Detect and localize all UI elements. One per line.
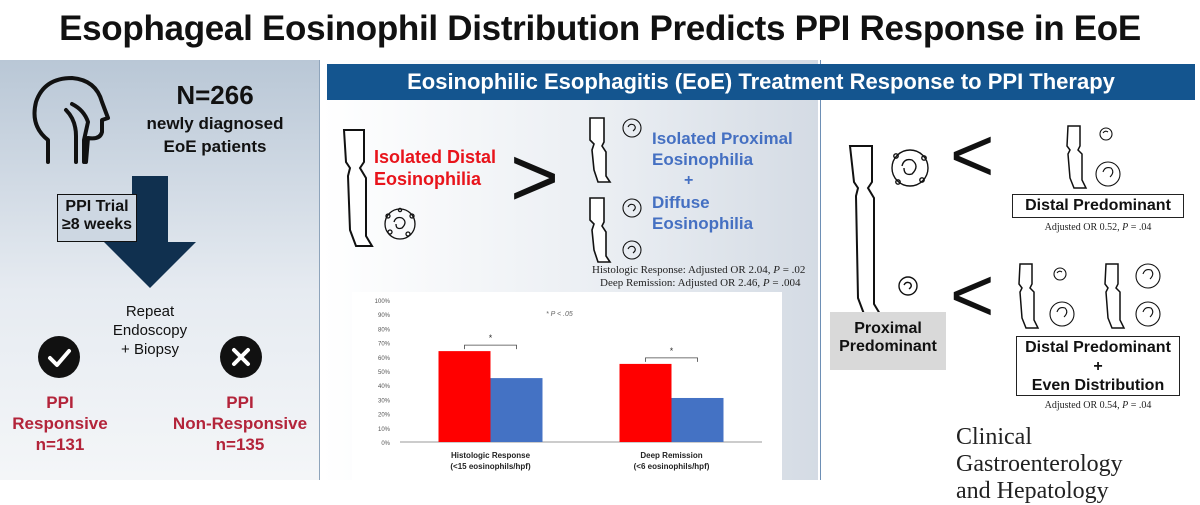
distal-line1: Isolated Distal bbox=[374, 147, 497, 167]
repeat-line1: Repeat bbox=[125, 303, 175, 320]
esophagus-even-icon bbox=[1104, 263, 1161, 329]
flow-down-arrow bbox=[104, 176, 196, 288]
combo-line1: Distal Predominant bbox=[1025, 339, 1171, 356]
bar bbox=[490, 378, 543, 442]
isolated-proximal-label: Isolated Proximal Eosinophilia bbox=[652, 128, 822, 170]
bar bbox=[619, 363, 672, 442]
responsive-line1: PPI bbox=[46, 393, 74, 412]
prox-line2: Eosinophilia bbox=[652, 150, 754, 169]
cohort-size: N=266 bbox=[176, 80, 254, 110]
or1-text: Adjusted OR 0.52, P = .04 bbox=[1044, 222, 1152, 233]
cohort-desc-line1: newly diagnosed bbox=[146, 114, 284, 133]
category-label: Deep Remission bbox=[640, 451, 702, 460]
nonresponsive-line1: PPI bbox=[226, 393, 254, 412]
diffuse-label: Diffuse Eosinophilia bbox=[652, 192, 822, 234]
proximal-predominant-box: Proximal Predominant bbox=[830, 312, 946, 370]
distal-predominant-box: Distal Predominant bbox=[1012, 194, 1184, 218]
greater-than-symbol: > bbox=[510, 130, 560, 224]
y-tick-label: 70% bbox=[378, 342, 391, 348]
nonresponsive-line2: Non-Responsive bbox=[172, 414, 308, 433]
ppi-nonresponsive-group: PPI Non-Responsive n=135 bbox=[165, 392, 315, 455]
isolated-distal-label: Isolated Distal Eosinophilia bbox=[374, 146, 514, 190]
or2-text: Adjusted OR 0.54, P = .04 bbox=[1044, 400, 1152, 411]
y-tick-label: 10% bbox=[378, 427, 391, 433]
ppi-responsive-group: PPI Responsive n=131 bbox=[0, 392, 120, 455]
responsive-count: n=131 bbox=[35, 435, 85, 454]
section-banner: Eosinophilic Esophagitis (EoE) Treatment… bbox=[327, 64, 1195, 100]
significance-bracket bbox=[464, 344, 517, 350]
journal-logo: Clinical Gastroenterology and Hepatology bbox=[956, 424, 1196, 505]
deep-remission-stat: Deep Remission: Adjusted OR 2.46, P = .0… bbox=[600, 277, 801, 289]
combo-line2: Even Distribution bbox=[1031, 377, 1165, 394]
prox-line1: Isolated Proximal bbox=[652, 129, 793, 148]
repeat-line3: + Biopsy bbox=[121, 341, 179, 358]
bar bbox=[671, 397, 724, 442]
repeat-endoscopy-text: Repeat Endoscopy + Biopsy bbox=[90, 302, 210, 359]
patient-head-icon bbox=[32, 76, 110, 164]
combo-plus: + bbox=[1093, 358, 1103, 375]
x-circle-icon bbox=[220, 336, 262, 378]
nonresponsive-count: n=135 bbox=[215, 435, 265, 454]
category-label: Histologic Response bbox=[451, 451, 531, 460]
journal-line1: Clinical Gastroenterology bbox=[956, 424, 1123, 477]
right-panel bbox=[820, 60, 1200, 480]
ppi-trial-box: PPI Trial ≥8 weeks bbox=[57, 194, 137, 242]
repeat-line2: Endoscopy bbox=[112, 322, 188, 339]
proximal-line2: Predominant bbox=[839, 338, 937, 355]
esophagus-distal-small-icon bbox=[1018, 263, 1075, 329]
y-tick-label: 60% bbox=[378, 356, 391, 362]
y-tick-label: 90% bbox=[378, 313, 391, 319]
bar bbox=[438, 351, 491, 442]
category-sublabel: (<15 eosinophils/hpf) bbox=[450, 462, 531, 471]
significance-mark: * bbox=[670, 346, 674, 356]
y-tick-label: 40% bbox=[378, 384, 391, 390]
ppi-trial-line2: ≥8 weeks bbox=[61, 216, 133, 233]
chart-container: 0% 10% 20% 30% 40% 50% 60% 70% 80% 90% 100% * Histol… bbox=[352, 292, 782, 480]
y-tick-label: 0% bbox=[381, 441, 390, 447]
y-tick-label: 80% bbox=[378, 327, 391, 333]
significance-mark: * bbox=[489, 333, 493, 343]
plus-sign: + bbox=[684, 172, 694, 189]
bar-chart: 0% 10% 20% 30% 40% 50% 60% 70% 80% 90% 100% * Histol… bbox=[375, 299, 762, 471]
esophagus-distal-predominant-icon bbox=[1066, 125, 1121, 189]
journal-line2: and Hepatology bbox=[956, 478, 1109, 504]
y-tick-label: 100% bbox=[375, 299, 391, 305]
page-title: Esophageal Eosinophil Distribution Predi… bbox=[59, 9, 1141, 48]
significance-annotation: * P < .05 bbox=[546, 311, 573, 318]
y-tick-label: 20% bbox=[378, 413, 391, 419]
check-circle-icon bbox=[38, 336, 80, 378]
histologic-stat: Histologic Response: Adjusted OR 2.04, P… bbox=[592, 264, 806, 276]
category-sublabel: (<6 eosinophils/hpf) bbox=[634, 462, 710, 471]
y-tick-label: 50% bbox=[378, 370, 391, 376]
significance-bracket bbox=[645, 357, 698, 362]
esophagus-distal-icon bbox=[342, 129, 416, 247]
cohort-desc-line2: EoE patients bbox=[163, 137, 267, 156]
proximal-line1: Proximal bbox=[854, 320, 922, 337]
esophagus-proximal-icons bbox=[589, 117, 642, 263]
y-tick-label: 30% bbox=[378, 398, 391, 404]
ppi-trial-line1: PPI Trial bbox=[65, 198, 129, 215]
esophagus-proximal-predominant-icon bbox=[848, 145, 929, 315]
diffuse-line2: Eosinophilia bbox=[652, 214, 754, 233]
less-than-symbol-top: < bbox=[950, 113, 995, 198]
diffuse-line1: Diffuse bbox=[652, 193, 710, 212]
distal-line2: Eosinophilia bbox=[374, 169, 482, 189]
less-than-symbol-bottom: < bbox=[950, 253, 995, 338]
responsive-line2: Responsive bbox=[12, 414, 108, 433]
distal-even-box: Distal Predominant + Even Distribution bbox=[1016, 336, 1180, 396]
